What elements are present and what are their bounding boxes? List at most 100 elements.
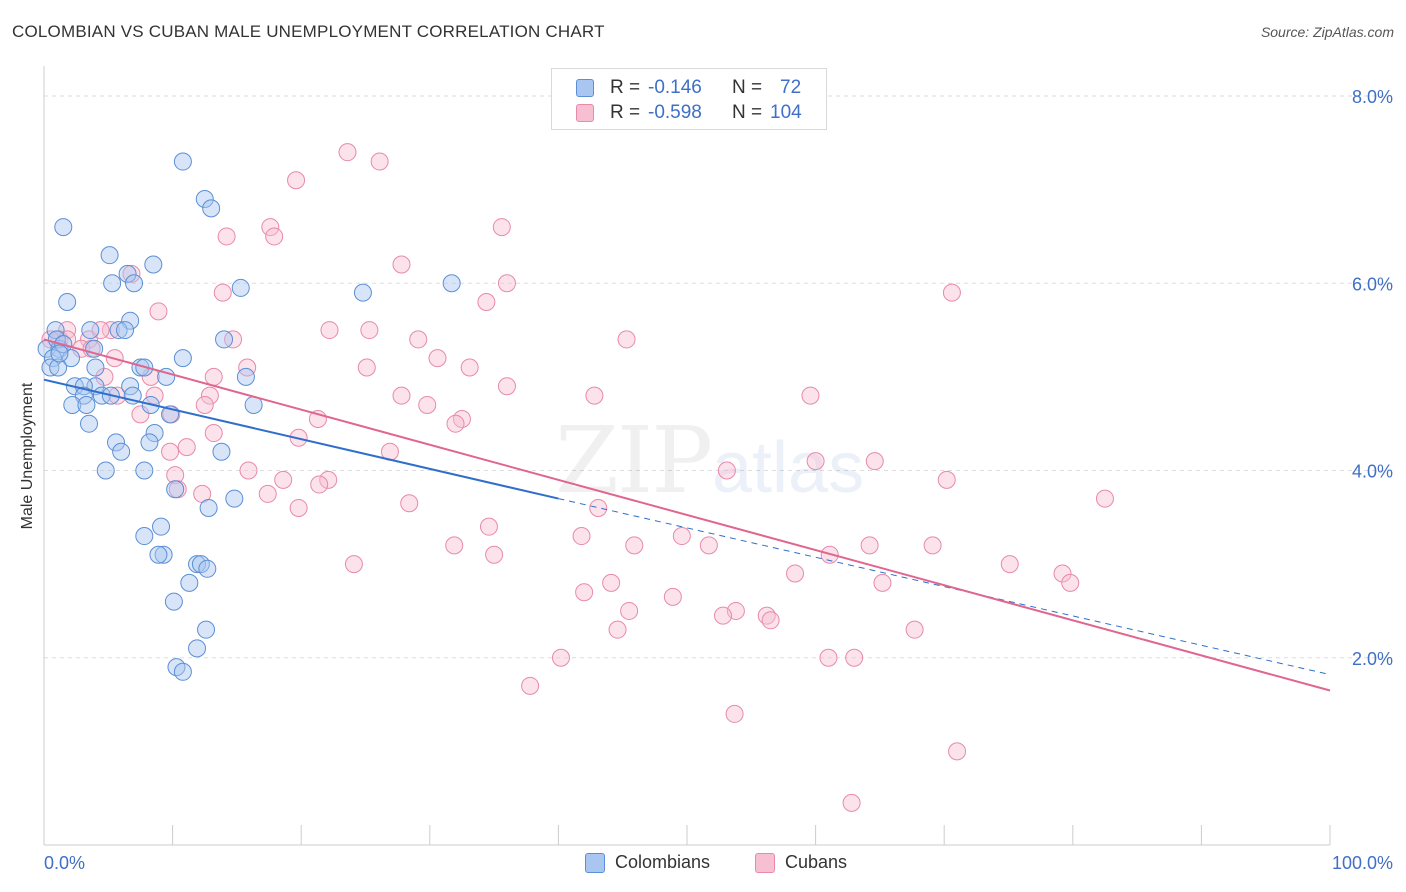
cubans-point [663, 587, 682, 606]
cubans-point [923, 536, 942, 555]
cubans-point [200, 386, 219, 405]
colombians-point [107, 433, 126, 452]
cubans-point [521, 676, 540, 695]
y-tick-label: 2.0% [1352, 649, 1393, 669]
cubans-point [320, 321, 339, 340]
cubans-point [338, 143, 357, 162]
legend-item-colombians[interactable]: Colombians [585, 852, 710, 873]
n-label: N = [732, 77, 763, 98]
cubans-point [575, 583, 594, 602]
colombians-point [46, 321, 65, 340]
colombians-point [167, 658, 186, 677]
cubans-point [497, 377, 516, 396]
cubans-point [1061, 573, 1080, 592]
colombians-point [144, 255, 163, 274]
colombians-point [236, 367, 255, 386]
cubans-point [344, 555, 363, 574]
colombians-point [103, 274, 122, 293]
cubans-point [585, 386, 604, 405]
cubans-point [572, 527, 591, 546]
cubans-point [265, 227, 284, 246]
y-axis-label: Male Unemployment [19, 382, 36, 530]
cubans-point [492, 218, 511, 237]
colombians-legend-swatch [585, 852, 605, 873]
colombians-point [166, 480, 185, 499]
colombians-point [109, 321, 128, 340]
colombians-point [49, 358, 68, 377]
colombians-point [125, 274, 144, 293]
colombians-point [173, 662, 192, 681]
colombians-point [54, 218, 73, 237]
cubans-point [873, 573, 892, 592]
colombians-point [86, 358, 105, 377]
cubans-point [942, 283, 961, 302]
colombians-point [191, 555, 210, 574]
colombians-swatch [576, 79, 594, 97]
cubans-point [860, 536, 879, 555]
cubans-point [166, 466, 185, 485]
cubans-point [392, 386, 411, 405]
colombians-point [58, 292, 77, 311]
colombians-point [96, 461, 115, 480]
cubans-legend-swatch [755, 852, 775, 873]
colombians-point [164, 592, 183, 611]
cubans-point [845, 648, 864, 667]
colombians-point [100, 246, 119, 265]
cubans-point [460, 358, 479, 377]
r-label: R = [610, 102, 641, 123]
cubans-point [204, 367, 223, 386]
cubans-point [418, 395, 437, 414]
cubans-point [274, 470, 293, 489]
cubans-point [842, 793, 861, 812]
colombians-trend-line [43, 378, 559, 500]
n-value: 72 [780, 77, 802, 98]
colombians-point [188, 639, 207, 658]
cubans-point [717, 461, 736, 480]
colombians-point [149, 545, 168, 564]
cubans-point [589, 498, 608, 517]
watermark-atlas: atlas [712, 428, 864, 508]
cubans-point [497, 274, 516, 293]
colombians-point [212, 442, 231, 461]
colombians-point [77, 395, 96, 414]
cubans-point [91, 321, 110, 340]
cubans-point [131, 405, 150, 424]
colombians-point [180, 573, 199, 592]
colombians-point [202, 199, 221, 218]
gridlines [44, 95, 1392, 659]
cubans-legend-label: Cubans [785, 852, 848, 872]
cubans-point [806, 452, 825, 471]
cubans-point [261, 218, 280, 237]
legend-row-colombians: R = -0.146 N = 72 [576, 75, 801, 101]
colombians-point [63, 395, 82, 414]
r-label: R = [610, 77, 641, 98]
cubans-point [620, 601, 639, 620]
cubans-point [217, 227, 236, 246]
cubans-point [905, 620, 924, 639]
colombians-trend-extension [558, 498, 1331, 676]
cubans-point [625, 536, 644, 555]
y-tick-label: 4.0% [1352, 462, 1393, 482]
colombians-point [198, 559, 217, 578]
cubans-point [177, 438, 196, 457]
cubans-point [287, 171, 306, 190]
colombians-point [135, 527, 154, 546]
legend-item-cubans[interactable]: Cubans [755, 852, 847, 873]
colombians-point [353, 283, 372, 302]
colombians-point [80, 414, 99, 433]
cubans-point [310, 475, 329, 494]
cubans-point [238, 358, 257, 377]
cubans-point [477, 292, 496, 311]
cubans-point [149, 302, 168, 321]
cubans-point [357, 358, 376, 377]
colombians-point [442, 274, 461, 293]
trend-lines [43, 338, 1331, 692]
cubans-point [608, 620, 627, 639]
colombians-point [188, 555, 207, 574]
r-value: -0.598 [648, 102, 702, 123]
colombians-legend-label: Colombians [615, 852, 711, 872]
colombians-point [135, 461, 154, 480]
cubans-point [937, 470, 956, 489]
axes [43, 66, 1331, 846]
